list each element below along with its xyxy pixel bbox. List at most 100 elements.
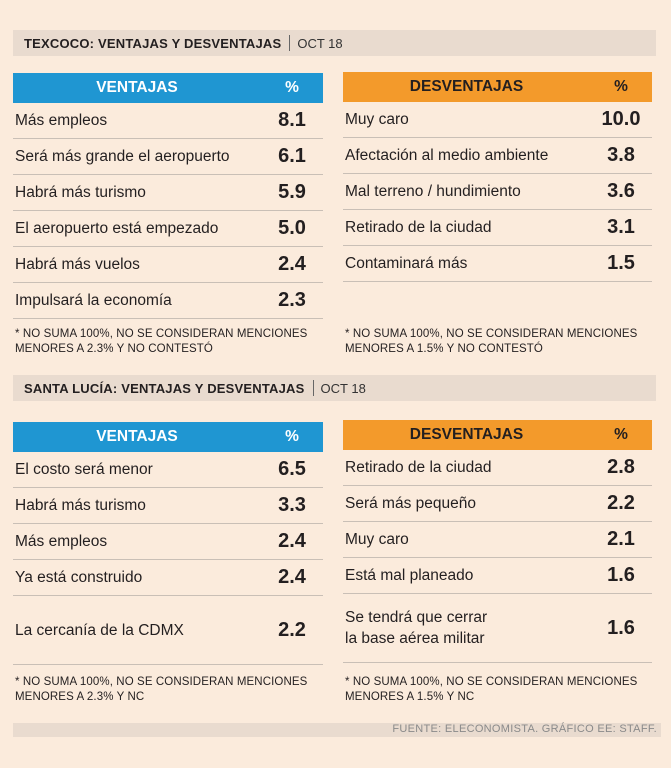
table-row: Contaminará más 1.5 (343, 246, 652, 282)
row-label: Habrá más turismo (15, 184, 146, 201)
footnote-line: * NO SUMA 100%, NO SE CONSIDERAN MENCION… (15, 328, 308, 340)
table-row: Muy caro 2.1 (343, 522, 652, 558)
row-label-line: la base aérea militar (345, 630, 485, 647)
row-label: Está mal planeado (345, 567, 474, 584)
row-label: Retirado de la ciudad (345, 219, 492, 236)
row-percent: 2.1 (607, 528, 635, 550)
section-divider (312, 380, 314, 396)
column-header-percent: % (614, 426, 628, 443)
table-row: Habrá más turismo 5.9 (13, 175, 323, 211)
santa-lucia-section-date: OCT 18 (320, 380, 366, 396)
footnote-line: * NO SUMA 100%, NO SE CONSIDERAN MENCION… (345, 676, 638, 688)
santa-lucia-section-title: SANTA LUCÍA: VENTAJAS Y DESVENTAJAS (24, 380, 305, 396)
table-row: Impulsará la economía 2.3 (13, 283, 323, 319)
column-header-percent: % (614, 78, 628, 95)
row-label: Muy caro (345, 531, 409, 548)
table-row: Habrá más turismo 3.3 (13, 488, 323, 524)
santa-lucia-desventajas-header: DESVENTAJAS % (343, 420, 652, 450)
santa-lucia-section-header: SANTA LUCÍA: VENTAJAS Y DESVENTAJAS OCT … (13, 375, 656, 401)
row-percent: 3.6 (607, 180, 635, 202)
row-label: Se tendrá que cerrar la base aérea milit… (343, 607, 590, 649)
row-percent: 2.8 (607, 456, 635, 478)
column-header-ventajas: VENTAJAS (96, 79, 178, 96)
row-percent: 6.1 (278, 145, 306, 167)
table-row: Muy caro 10.0 (343, 102, 652, 138)
texcoco-ventajas-header: VENTAJAS % (13, 73, 323, 103)
row-percent: 3.1 (607, 216, 635, 238)
table-row: El aeropuerto está empezado 5.0 (13, 211, 323, 247)
texcoco-desventajas-table: DESVENTAJAS % Muy caro 10.0 Afectación a… (343, 72, 652, 282)
column-header-percent: % (285, 79, 299, 96)
santa-lucia-ventajas-table: VENTAJAS % El costo será menor 6.5 Habrá… (13, 422, 323, 665)
row-percent: 10.0 (601, 108, 641, 130)
row-label: Más empleos (15, 112, 108, 129)
row-label: Impulsará la economía (15, 292, 172, 309)
row-label: El costo será menor (15, 461, 153, 478)
row-percent: 2.2 (607, 492, 635, 514)
texcoco-desventajas-footnote: * NO SUMA 100%, NO SE CONSIDERAN MENCION… (345, 327, 637, 357)
row-percent: 2.4 (278, 253, 306, 275)
texcoco-section-date: OCT 18 (297, 35, 343, 51)
row-percent: 5.9 (278, 181, 306, 203)
table-row: Más empleos 2.4 (13, 524, 323, 560)
row-percent: 8.1 (278, 109, 306, 131)
row-percent: 2.4 (278, 530, 306, 552)
section-divider (289, 35, 291, 51)
row-percent: 2.4 (278, 566, 306, 588)
table-row: La cercanía de la CDMX 2.2 (13, 596, 323, 665)
table-row: Será más grande el aeropuerto 6.1 (13, 139, 323, 175)
footnote-line: * NO SUMA 100%, NO SE CONSIDERAN MENCION… (15, 676, 308, 688)
row-percent: 1.6 (607, 564, 635, 586)
footnote-line: MENORES A 1.5% Y NO CONTESTÓ (345, 343, 543, 355)
column-header-percent: % (285, 428, 299, 445)
row-label: Afectación al medio ambiente (345, 147, 549, 164)
table-row: Más empleos 8.1 (13, 103, 323, 139)
source-credit: FUENTE: ELECONOMISTA. GRÁFICO EE: STAFF. (392, 723, 657, 735)
row-percent: 6.5 (278, 458, 306, 480)
table-row: Afectación al medio ambiente 3.8 (343, 138, 652, 174)
row-label: Contaminará más (345, 255, 468, 272)
row-label: El aeropuerto está empezado (15, 220, 219, 237)
table-row: Mal terreno / hundimiento 3.6 (343, 174, 652, 210)
row-label: Muy caro (345, 111, 409, 128)
table-row: El costo será menor 6.5 (13, 452, 323, 488)
row-label: Ya está construido (15, 569, 143, 586)
row-label: Mal terreno / hundimiento (345, 183, 521, 200)
footnote-line: MENORES A 1.5% Y NC (345, 691, 475, 703)
table-row: Será más pequeño 2.2 (343, 486, 652, 522)
row-label: Más empleos (15, 533, 108, 550)
texcoco-desventajas-header: DESVENTAJAS % (343, 72, 652, 102)
row-percent: 2.2 (278, 618, 306, 641)
texcoco-ventajas-table: VENTAJAS % Más empleos 8.1 Será más gran… (13, 73, 323, 319)
row-label: Habrá más turismo (15, 497, 146, 514)
footnote-line: MENORES A 2.3% Y NO CONTESTÓ (15, 343, 213, 355)
column-header-desventajas: DESVENTAJAS (409, 78, 524, 95)
santa-lucia-ventajas-header: VENTAJAS % (13, 422, 323, 452)
table-row: Está mal planeado 1.6 (343, 558, 652, 594)
row-label: Retirado de la ciudad (345, 459, 492, 476)
row-percent: 3.3 (278, 494, 306, 516)
row-label-line: Se tendrá que cerrar (345, 609, 488, 626)
texcoco-section-title: TEXCOCO: VENTAJAS Y DESVENTAJAS (24, 35, 282, 51)
santa-lucia-ventajas-footnote: * NO SUMA 100%, NO SE CONSIDERAN MENCION… (15, 675, 307, 705)
row-label: La cercanía de la CDMX (15, 621, 184, 639)
row-percent: 3.8 (607, 144, 635, 166)
footnote-line: MENORES A 2.3% Y NC (15, 691, 145, 703)
texcoco-ventajas-footnote: * NO SUMA 100%, NO SE CONSIDERAN MENCION… (15, 327, 307, 357)
row-label: Será más pequeño (345, 495, 476, 512)
footnote-line: * NO SUMA 100%, NO SE CONSIDERAN MENCION… (345, 328, 638, 340)
footer-bar (13, 723, 661, 737)
column-header-ventajas: VENTAJAS (96, 428, 178, 445)
row-percent: 2.3 (278, 289, 306, 311)
table-row: Retirado de la ciudad 2.8 (343, 450, 652, 486)
table-row: Se tendrá que cerrar la base aérea milit… (343, 594, 652, 663)
row-percent: 5.0 (278, 217, 306, 239)
row-percent: 1.6 (607, 616, 635, 639)
texcoco-section-header: TEXCOCO: VENTAJAS Y DESVENTAJAS OCT 18 (13, 30, 656, 56)
row-percent: 1.5 (607, 252, 635, 274)
santa-lucia-desventajas-table: DESVENTAJAS % Retirado de la ciudad 2.8 … (343, 420, 652, 663)
table-row: Retirado de la ciudad 3.1 (343, 210, 652, 246)
table-row: Habrá más vuelos 2.4 (13, 247, 323, 283)
santa-lucia-desventajas-footnote: * NO SUMA 100%, NO SE CONSIDERAN MENCION… (345, 675, 637, 705)
column-header-desventajas: DESVENTAJAS (409, 426, 524, 443)
